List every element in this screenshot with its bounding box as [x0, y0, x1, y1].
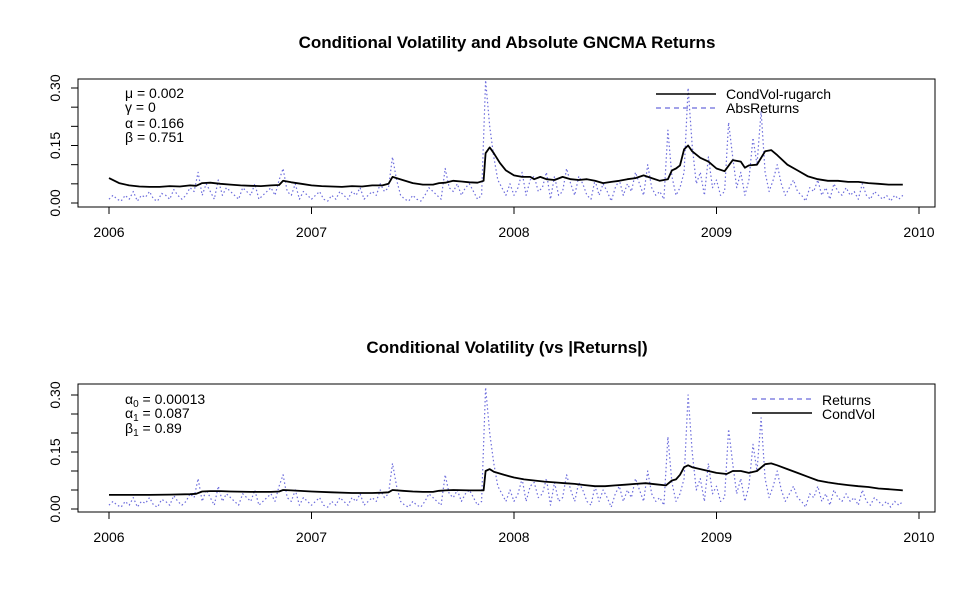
chart-top-title: Conditional Volatility and Absolute GNCM…: [299, 33, 716, 52]
x-tick-label: 2009: [701, 224, 732, 240]
x-tick-label: 2008: [498, 224, 529, 240]
chart-bottom-title: Conditional Volatility (vs |Returns|): [366, 338, 647, 357]
chart-bottom-plot-area: 2006 2007 2008 2009 2010 0.00 0.15 0.30: [47, 381, 935, 545]
x-tick-label: 2007: [296, 529, 327, 545]
chart-top-legend: CondVol-rugarch AbsReturns: [656, 86, 831, 116]
chart-top: Conditional Volatility and Absolute GNCM…: [47, 33, 936, 240]
chart-bottom-plot-box: [77, 383, 936, 513]
series-line-returns: [108, 386, 904, 508]
annotation-alpha1: α1 = 0.087: [125, 405, 190, 424]
series-line-absreturns: [108, 79, 904, 202]
annotation-alpha: α = 0.166: [125, 115, 184, 131]
y-tick-label: 0.15: [47, 438, 63, 465]
annotation-beta: β = 0.751: [125, 129, 184, 145]
chart-bottom: Conditional Volatility (vs |Returns|) 20…: [47, 338, 936, 545]
chart-top-plot-box: [77, 78, 936, 208]
series-line-condvol: [109, 462, 903, 496]
y-tick-label: 0.30: [47, 74, 63, 101]
y-tick-label: 0.15: [47, 132, 63, 159]
x-tick-label: 2006: [93, 224, 124, 240]
x-tick-label: 2009: [701, 529, 732, 545]
x-tick-label: 2006: [93, 529, 124, 545]
annotation-alpha0: α0 = 0.00013: [125, 391, 205, 410]
chart-bottom-legend: Returns CondVol: [752, 392, 875, 422]
x-tick-label: 2007: [296, 224, 327, 240]
annotation-beta1: β1 = 0.89: [125, 420, 182, 439]
chart-bottom-annotations: α0 = 0.00013 α1 = 0.087 β1 = 0.89: [125, 391, 205, 439]
legend-label-condvol-rugarch: CondVol-rugarch: [726, 86, 831, 102]
x-tick-label: 2010: [903, 224, 934, 240]
legend-label-returns: Returns: [822, 392, 871, 408]
series-line-condvol-rugarch: [108, 144, 903, 188]
x-tick-label: 2010: [903, 529, 934, 545]
y-tick-label: 0.00: [47, 189, 63, 216]
legend-label-condvol: CondVol: [822, 406, 875, 422]
y-tick-label: 0.00: [47, 495, 63, 522]
chart-top-plot-area: 2006 2007 2008 2009 2010 0.00 0.15 0.30: [47, 74, 935, 240]
legend-label-absreturns: AbsReturns: [726, 100, 799, 116]
chart-top-annotations: μ = 0.002 γ = 0 α = 0.166 β = 0.751: [125, 85, 184, 145]
x-tick-label: 2008: [498, 529, 529, 545]
annotation-gamma: γ = 0: [125, 99, 156, 115]
annotation-mu: μ = 0.002: [125, 85, 184, 101]
y-tick-label: 0.30: [47, 381, 63, 408]
